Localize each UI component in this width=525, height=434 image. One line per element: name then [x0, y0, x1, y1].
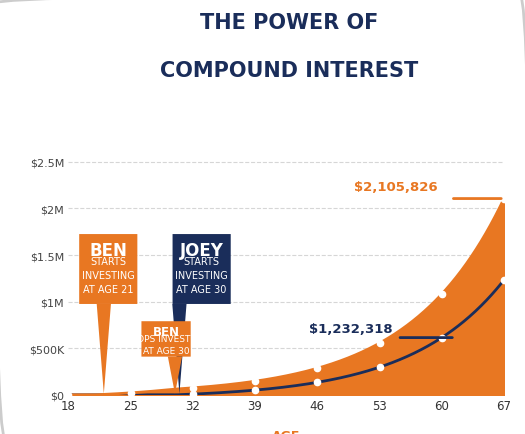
Text: JOEY: JOEY: [180, 242, 224, 260]
Text: BEN: BEN: [153, 325, 180, 338]
Text: STARTS
INVESTING
AT AGE 30: STARTS INVESTING AT AGE 30: [175, 256, 228, 294]
Text: AGE: AGE: [272, 429, 300, 434]
FancyBboxPatch shape: [173, 234, 230, 304]
FancyBboxPatch shape: [141, 322, 191, 357]
Text: COMPOUND INTEREST: COMPOUND INTEREST: [160, 61, 418, 81]
Text: THE POWER OF: THE POWER OF: [200, 13, 378, 33]
FancyBboxPatch shape: [79, 234, 138, 304]
Polygon shape: [172, 304, 186, 394]
Text: $2,105,826: $2,105,826: [354, 181, 437, 194]
Text: BEN: BEN: [89, 242, 127, 260]
Polygon shape: [168, 357, 182, 394]
Text: STOPS INVESTING
AT AGE 30: STOPS INVESTING AT AGE 30: [125, 334, 206, 355]
Text: $1,232,318: $1,232,318: [309, 322, 393, 335]
Polygon shape: [97, 304, 111, 394]
Text: STARTS
INVESTING
AT AGE 21: STARTS INVESTING AT AGE 21: [82, 256, 134, 294]
